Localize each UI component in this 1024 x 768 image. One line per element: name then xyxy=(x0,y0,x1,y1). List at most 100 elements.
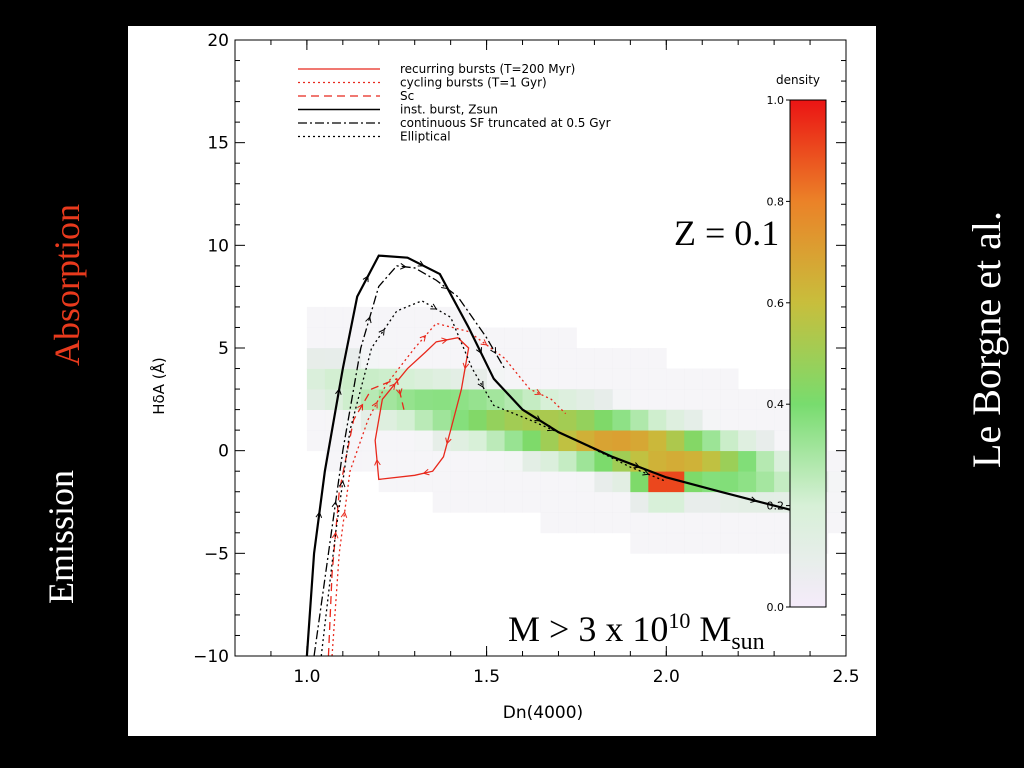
heatmap-cell xyxy=(342,327,362,349)
heatmap-cell xyxy=(702,471,721,493)
track-arrow xyxy=(750,496,758,503)
track-arrow xyxy=(362,275,369,283)
heatmap-cell xyxy=(306,409,326,431)
heatmap-cell xyxy=(594,409,613,431)
heatmap-cell xyxy=(576,491,595,513)
heatmap-cell xyxy=(756,532,775,554)
heatmap-cell xyxy=(504,430,523,452)
colorbar-tick-label: 0.0 xyxy=(767,601,785,614)
colorbar-tick-label: 0.8 xyxy=(767,195,785,208)
x-axis-label: Dn(4000) xyxy=(503,703,583,723)
y-tick-label: 15 xyxy=(207,134,229,154)
heatmap-cell xyxy=(504,471,523,493)
heatmap-cell xyxy=(648,368,667,390)
track-arrow xyxy=(395,388,403,396)
y-tick-label: 20 xyxy=(207,31,229,51)
y-tick-label: 0 xyxy=(218,442,229,462)
track-arrow xyxy=(642,469,650,476)
heatmap-cell xyxy=(450,389,470,410)
heatmap-cell xyxy=(666,491,685,513)
heatmap-cell xyxy=(450,306,470,328)
heatmap-cell xyxy=(594,368,613,390)
heatmap-cell xyxy=(666,389,685,410)
heatmap-cell xyxy=(684,368,703,390)
legend: recurring bursts (T=200 Myr)cycling burs… xyxy=(298,62,611,144)
heatmap-cell xyxy=(540,409,559,431)
heatmap-cell xyxy=(396,306,416,328)
heatmap-cell xyxy=(486,430,505,452)
heatmap-cell xyxy=(648,491,667,513)
track-curves xyxy=(305,254,793,657)
y-axis-label: HδA (Å) xyxy=(149,357,168,414)
heatmap-cell xyxy=(702,512,721,534)
heatmap-cell xyxy=(306,389,326,410)
heatmap-cell xyxy=(756,389,775,410)
heatmap-cell xyxy=(720,368,739,390)
colorbar-bar xyxy=(789,99,827,608)
y-tick-label: 10 xyxy=(207,236,229,256)
heatmap-cell xyxy=(558,450,577,472)
heatmap-cell xyxy=(828,512,847,534)
heatmap-cell xyxy=(504,491,523,513)
heatmap-cell xyxy=(450,450,470,472)
heatmap-cell xyxy=(414,450,434,472)
heatmap-cell xyxy=(666,532,685,554)
heatmap-cell xyxy=(468,430,487,452)
series-line xyxy=(305,254,793,657)
heatmap-cell xyxy=(648,348,667,369)
legend-entry: Sc xyxy=(400,89,414,103)
heatmap-cell xyxy=(486,348,505,369)
heatmap-cell xyxy=(684,430,703,452)
heatmap-cell xyxy=(720,450,739,472)
heatmap-cell xyxy=(684,532,703,554)
heatmap-cell xyxy=(702,430,721,452)
heatmap-cell xyxy=(360,450,380,472)
heatmap-cell xyxy=(738,532,757,554)
heatmap-cell xyxy=(738,512,757,534)
x-tick-label: 1.5 xyxy=(473,667,500,687)
heatmap-cell xyxy=(666,409,685,431)
heatmap-cell xyxy=(576,471,595,493)
heatmap-cell xyxy=(450,471,470,493)
heatmap-cell xyxy=(720,430,739,452)
colorbar: density 0.0 0.2 0.4 0.6 0.8 1.0 xyxy=(767,73,827,614)
track-arrow xyxy=(477,381,484,388)
heatmap-cell xyxy=(558,409,577,431)
heatmap-cell xyxy=(378,409,398,431)
heatmap-cell xyxy=(540,368,559,390)
heatmap-cell xyxy=(756,512,775,534)
heatmap-cell xyxy=(306,327,326,349)
heatmap-cell xyxy=(504,450,523,472)
heatmap-cell xyxy=(450,491,470,513)
track-arrow xyxy=(547,425,555,432)
heatmap-cell xyxy=(450,348,470,369)
heatmap-cell xyxy=(558,389,577,410)
x-axis-ticks: 1.0 1.5 2.0 2.5 xyxy=(270,40,860,687)
heatmap-cell xyxy=(450,430,470,452)
heatmap-cell xyxy=(558,491,577,513)
emission-label: Emission xyxy=(41,469,82,605)
heatmap-cell xyxy=(540,348,559,369)
heatmap-cell xyxy=(756,471,775,493)
heatmap-cell xyxy=(648,512,667,534)
track-arrow xyxy=(331,500,339,508)
track-arrow xyxy=(417,260,425,267)
track-arrow xyxy=(430,303,438,310)
heatmap-cell xyxy=(720,532,739,554)
heatmap-cell xyxy=(612,389,631,410)
absorption-label: Absorption xyxy=(47,204,87,366)
y-tick-label: −5 xyxy=(204,544,229,564)
heatmap-cell xyxy=(396,348,416,369)
legend-entry: inst. burst, Zsun xyxy=(400,103,498,117)
heatmap-cell xyxy=(414,306,434,328)
heatmap-cell xyxy=(738,471,757,493)
heatmap-cell xyxy=(306,306,326,328)
heatmap-cell xyxy=(522,430,541,452)
heatmap-cell xyxy=(378,348,398,369)
track-arrow xyxy=(476,347,482,355)
heatmap-cell xyxy=(738,491,757,513)
heatmap-cell xyxy=(774,389,793,410)
heatmap-cell xyxy=(486,450,505,472)
heatmap-cell xyxy=(774,430,793,452)
mass-unit: M xyxy=(690,609,732,649)
